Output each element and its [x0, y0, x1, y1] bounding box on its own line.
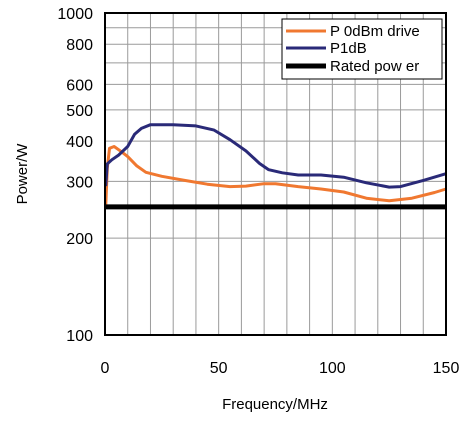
series-line-2: [104, 123, 447, 189]
y-tick-label: 300: [66, 174, 93, 191]
y-tick-label: 800: [66, 37, 93, 54]
legend-label: Rated pow er: [330, 58, 419, 75]
series-line-1: [104, 145, 447, 207]
x-tick-label: 100: [319, 360, 346, 377]
y-axis-title: Power/W: [14, 143, 31, 205]
x-tick-label: 50: [210, 360, 228, 377]
y-tick-label: 600: [66, 77, 93, 94]
y-tick-label: 500: [66, 103, 93, 120]
legend-label: P 0dBm drive: [330, 23, 420, 40]
y-tick-label: 1000: [57, 6, 93, 23]
tick-labels: 0 50 100 150 100 200 300 400 500 600 800 1000: [57, 6, 459, 377]
y-tick-label: 200: [66, 231, 93, 248]
x-axis-title: Frequency/MHz: [222, 396, 328, 413]
legend-label: P1dB: [330, 40, 367, 57]
x-tick-label: 150: [433, 360, 460, 377]
series-layer: [104, 123, 447, 210]
y-tick-label: 400: [66, 134, 93, 151]
plot-frame: [104, 12, 447, 336]
x-tick-label: 0: [101, 360, 110, 377]
y-tick-label: 100: [66, 328, 93, 345]
